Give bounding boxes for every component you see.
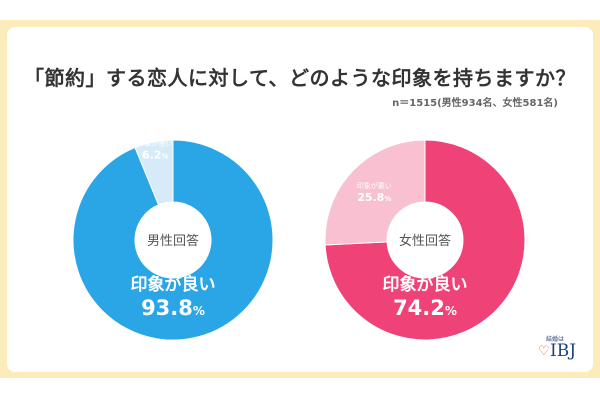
donut-slice (134, 139, 174, 206)
donut-slice (72, 139, 274, 341)
slice-label: 印象が良い (383, 274, 468, 295)
slice-label: 印象が良い (131, 274, 216, 295)
slice-value: 6.2% (142, 149, 169, 162)
center-label: 女性回答 (399, 233, 451, 249)
chart-title: 「節約」する恋人に対して、どのような印象を持ちますか？ (24, 66, 576, 90)
slice-label: 印象が悪い (138, 139, 173, 148)
ibj-logo: ♡ 結婚は IBJ (538, 336, 577, 361)
donut-slice (324, 139, 426, 246)
slice-label: 印象が悪い (357, 181, 392, 190)
donut-slice (324, 139, 526, 341)
heart-icon: ♡ (538, 344, 550, 359)
sample-size-note: n＝1515(男性934名、女性581名) (392, 98, 558, 109)
center-label: 男性回答 (147, 233, 199, 249)
slice-value: 25.8% (357, 191, 391, 204)
